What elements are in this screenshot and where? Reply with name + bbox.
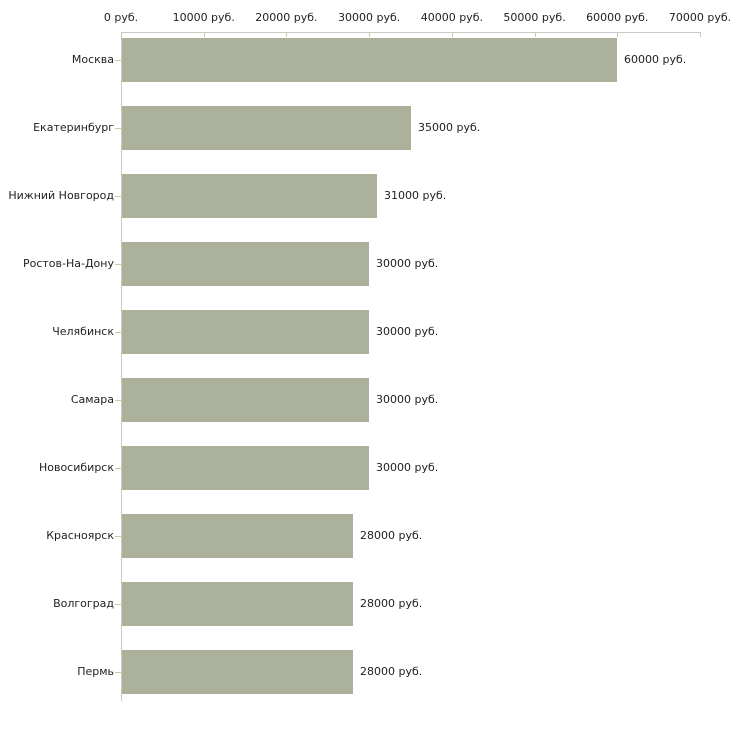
x-tick-mark — [617, 32, 619, 37]
x-tick-label: 30000 руб. — [338, 11, 401, 24]
value-label: 30000 руб. — [376, 257, 439, 270]
x-tick-label: 50000 руб. — [503, 11, 566, 24]
category-tick-mark — [115, 604, 121, 605]
category-tick-mark — [115, 264, 121, 265]
x-axis-line — [121, 32, 701, 33]
category-label: Москва — [71, 53, 114, 66]
value-label: 30000 руб. — [376, 393, 439, 406]
x-tick-label: 0 руб. — [103, 11, 139, 24]
bar-4 — [122, 310, 369, 354]
value-label: 31000 руб. — [384, 189, 447, 202]
bar-9 — [122, 650, 353, 694]
bar-3 — [122, 242, 369, 286]
category-tick-mark — [115, 128, 121, 129]
x-tick-mark — [700, 32, 701, 37]
x-tick-label: 20000 руб. — [255, 11, 318, 24]
value-label: 30000 руб. — [376, 325, 439, 338]
category-tick-mark — [115, 536, 121, 537]
category-label: Нижний Новгород — [8, 189, 114, 202]
value-label: 28000 руб. — [360, 597, 423, 610]
category-tick-mark — [115, 468, 121, 469]
x-tick-label: 70000 руб. — [668, 11, 730, 24]
x-tick-mark — [203, 32, 205, 37]
bar-5 — [122, 378, 369, 422]
value-label: 60000 руб. — [624, 53, 687, 66]
value-label: 28000 руб. — [360, 665, 423, 678]
category-label: Челябинск — [52, 325, 114, 338]
value-label: 30000 руб. — [376, 461, 439, 474]
bar-1 — [122, 106, 411, 150]
x-tick-label: 10000 руб. — [172, 11, 235, 24]
category-tick-mark — [115, 672, 121, 673]
y-axis-line — [121, 32, 122, 701]
bar-0 — [122, 38, 617, 82]
x-tick-mark — [286, 32, 288, 37]
value-label: 35000 руб. — [418, 121, 481, 134]
category-label: Красноярск — [46, 529, 114, 542]
category-tick-mark — [115, 60, 121, 61]
category-tick-mark — [115, 400, 121, 401]
bar-7 — [122, 514, 353, 558]
bar-6 — [122, 446, 369, 490]
category-label: Пермь — [77, 665, 114, 678]
x-tick-mark — [121, 32, 122, 37]
category-tick-mark — [115, 332, 121, 333]
bar-8 — [122, 582, 353, 626]
x-tick-label: 40000 руб. — [420, 11, 483, 24]
x-tick-mark — [369, 32, 371, 37]
category-label: Волгоград — [53, 597, 114, 610]
value-label: 28000 руб. — [360, 529, 423, 542]
x-tick-label: 60000 руб. — [586, 11, 649, 24]
category-label: Ростов-На-Дону — [22, 257, 114, 270]
bar-2 — [122, 174, 377, 218]
category-label: Новосибирск — [38, 461, 114, 474]
category-tick-mark — [115, 196, 121, 197]
category-label: Екатеринбург — [33, 121, 114, 134]
x-tick-mark — [451, 32, 453, 37]
x-tick-mark — [534, 32, 536, 37]
category-label: Самара — [70, 393, 114, 406]
